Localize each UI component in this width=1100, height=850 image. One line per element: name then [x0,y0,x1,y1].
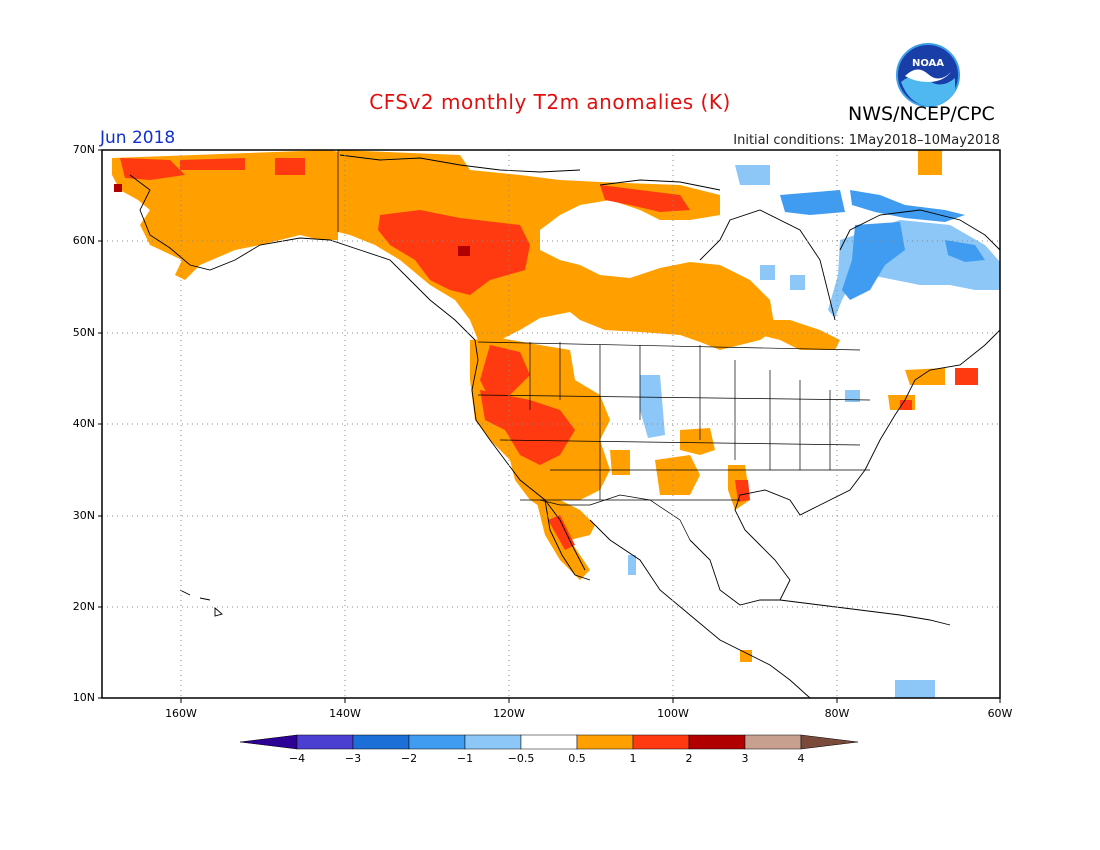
lon-label-120w: 120W [493,707,525,720]
lat-label-30n: 30N [72,509,95,522]
colorbar-swatch-4 [464,734,522,750]
lat-label-50n: 50N [72,326,95,339]
colorbar-label: −4 [288,752,306,765]
colorbar-label: −3 [344,752,362,765]
colorbar-swatch-9 [744,734,802,750]
logo-text: NOAA [912,58,944,69]
organization-label: NWS/NCEP/CPC [848,103,995,125]
lon-label-60w: 60W [987,707,1013,720]
lat-label-60n: 60N [72,234,95,247]
state-borders [337,150,871,541]
lat-label-40n: 40N [72,417,95,430]
colorbar-label: 4 [797,752,805,765]
colorbar-label: 1 [629,752,637,765]
colorbar-swatch-1 [296,734,354,750]
forecast-period: Jun 2018 [100,128,176,148]
colorbar-label: −1 [456,752,474,765]
colorbar-swatch-5 [520,734,578,750]
colorbar-arrow-high [800,734,859,750]
lon-label-140w: 140W [329,707,361,720]
colorbar-swatch-7 [632,734,690,750]
colorbar-label: 2 [685,752,693,765]
initial-conditions: Initial conditions: 1May2018–10May2018 [733,133,1000,148]
positive-anomaly-strong [114,184,470,256]
colorbar-label: 3 [741,752,749,765]
positive-anomaly-mid [120,158,978,550]
coastlines [129,154,1001,699]
colorbar-swatch-6 [576,734,634,750]
map-title: CFSv2 monthly T2m anomalies (K) [369,90,731,114]
lon-label-100w: 100W [657,707,689,720]
lon-label-80w: 80W [824,707,850,720]
colorbar [239,734,859,750]
lat-label-70n: 70N [72,143,95,156]
colorbar-label: −0.5 [507,752,535,765]
colorbar-swatch-3 [408,734,466,750]
colorbar-swatch-8 [688,734,746,750]
colorbar-label: −2 [400,752,418,765]
map-area [98,149,1001,703]
colorbar-label: 0.5 [568,752,586,765]
lon-label-160w: 160W [165,707,197,720]
lat-label-20n: 20N [72,600,95,613]
colorbar-arrow-low [239,734,298,750]
noaa-logo: NOAA [895,42,961,112]
colorbar-swatch-2 [352,734,410,750]
lat-label-10n: 10N [72,691,95,704]
